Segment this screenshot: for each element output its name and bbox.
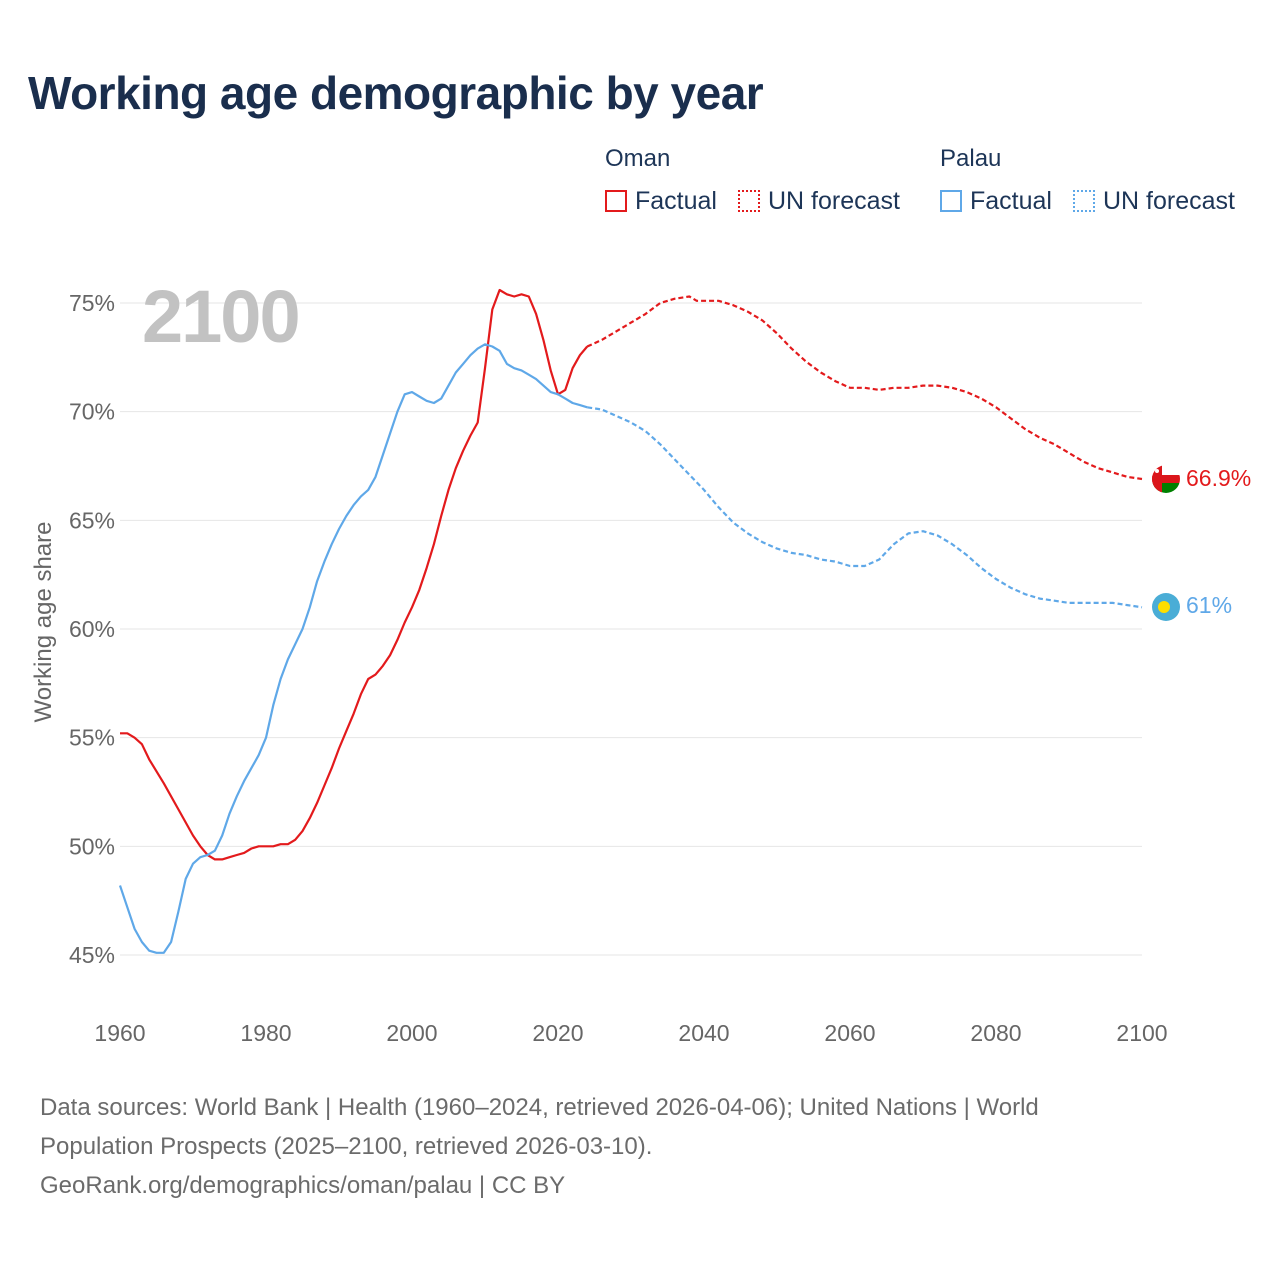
x-tick-label: 2020 <box>532 1020 583 1046</box>
legend-group-oman: Oman <box>605 145 671 172</box>
y-tick-label: 60% <box>69 616 115 642</box>
x-axis-ticks: 1960 1980 2000 2020 2040 2060 2080 2100 <box>94 1020 1167 1046</box>
palau-flag-icon <box>1152 593 1180 621</box>
end-label-palau: 61% <box>1186 592 1232 618</box>
source-link[interactable]: GeoRank.org/demographics/oman/palau | CC… <box>40 1172 566 1199</box>
legend-palau-forecast[interactable]: UN forecast <box>1073 186 1235 216</box>
y-tick-label: 55% <box>69 725 115 751</box>
line-chart: 45% 50% 55% 60% 65% 70% 75% 1960 1980 2000 2020 20… <box>30 275 1251 1046</box>
series-line-palau-forecast[interactable] <box>587 406 1143 609</box>
oman-flag-icon <box>1152 465 1180 493</box>
y-tick-label: 75% <box>69 290 115 316</box>
x-tick-label: 1980 <box>240 1020 291 1046</box>
x-tick-label: 2040 <box>678 1020 729 1046</box>
legend-palau-factual[interactable]: Factual <box>940 186 1052 216</box>
legend-swatch-solid <box>605 190 627 212</box>
year-overlay: 2100 <box>142 275 299 358</box>
chart-title: Working age demographic by year <box>28 67 764 119</box>
legend-label: Factual <box>970 186 1052 215</box>
data-sources: Data sources: World Bank | Health (1960–… <box>40 1088 1180 1205</box>
legend-swatch-dotted <box>738 190 760 212</box>
x-tick-label: 2100 <box>1116 1020 1167 1046</box>
legend-oman-forecast[interactable]: UN forecast <box>738 186 900 216</box>
series-lines <box>118 288 1143 954</box>
legend-swatch-dotted <box>1073 190 1095 212</box>
legend-label: Factual <box>635 186 717 215</box>
y-axis-label: Working age share <box>30 522 57 723</box>
y-tick-label: 70% <box>69 399 115 425</box>
legend-swatch-solid <box>940 190 962 212</box>
legend-label: UN forecast <box>768 186 900 215</box>
series-line-palau-factual[interactable] <box>118 343 588 954</box>
y-axis-ticks: 45% 50% 55% 60% 65% 70% 75% <box>69 290 115 968</box>
y-tick-label: 50% <box>69 833 115 859</box>
source-line-2: Population Prospects (2025–2100, retriev… <box>40 1133 653 1160</box>
y-tick-label: 65% <box>69 507 115 533</box>
x-tick-label: 2060 <box>824 1020 875 1046</box>
end-label-oman: 66.9% <box>1186 465 1251 491</box>
source-line-1: Data sources: World Bank | Health (1960–… <box>40 1094 1039 1121</box>
x-tick-label: 2080 <box>970 1020 1021 1046</box>
grid-lines <box>120 302 1142 956</box>
legend-label: UN forecast <box>1103 186 1235 215</box>
series-line-oman-forecast[interactable] <box>586 295 1143 481</box>
legend-oman-factual[interactable]: Factual <box>605 186 717 216</box>
x-tick-label: 1960 <box>94 1020 145 1046</box>
series-line-oman-factual[interactable] <box>120 288 589 861</box>
y-tick-label: 45% <box>69 942 115 968</box>
legend-group-palau: Palau <box>940 145 1002 172</box>
x-tick-label: 2000 <box>386 1020 437 1046</box>
